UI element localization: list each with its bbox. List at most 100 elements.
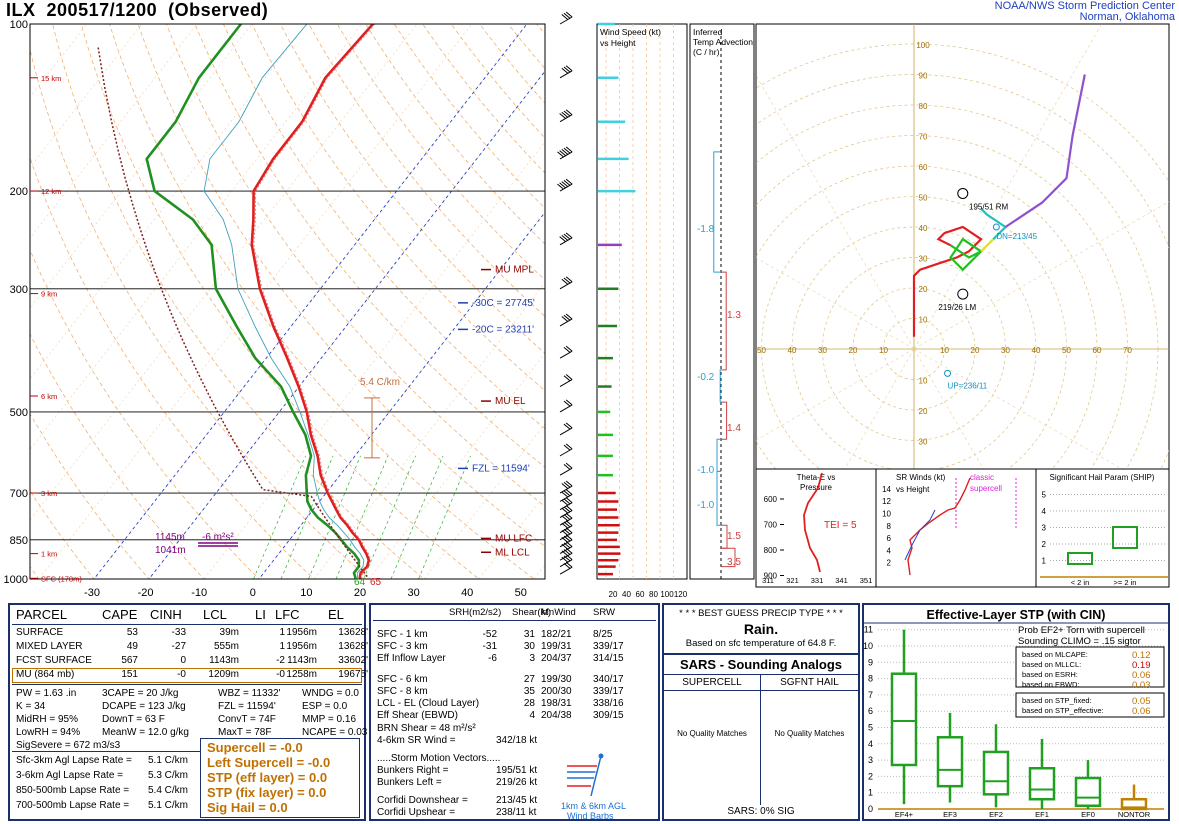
wind-barb: [559, 427, 573, 436]
height-label: 9 km: [41, 290, 57, 299]
barb-flag: [561, 67, 569, 74]
temperature-line: [250, 24, 374, 579]
parcel-cell: 13628': [338, 627, 368, 638]
kin-shear: 30: [523, 641, 535, 652]
ta-label: 3.5: [727, 557, 741, 568]
sars-col-supercell: SUPERCELL: [682, 677, 742, 688]
dn-marker: [992, 223, 1000, 231]
parcel-cell: -33: [171, 627, 186, 638]
storm-motion-title: .....Storm Motion Vectors.....: [377, 753, 501, 764]
srw-y-tick: 12: [882, 497, 891, 506]
barb-flag: [563, 66, 571, 73]
brn-shear: BRN Shear = 48 m²/s²: [377, 723, 476, 734]
barb-flag: [561, 491, 569, 498]
barb-flag: [561, 181, 569, 187]
hodo-spoke: [913, 24, 1102, 350]
mu-row-highlight: [12, 668, 362, 683]
sars-panel: SARS - Sounding Analogs SUPERCELL SGFNT …: [662, 653, 860, 821]
stp-box: [982, 750, 1010, 796]
index-col2: DCAPE = 123 J/kg: [102, 701, 186, 712]
ws-x-tick: 100: [660, 590, 674, 599]
parcel-cell: -0: [276, 669, 285, 680]
parcel-cell: 53: [126, 627, 138, 638]
label-ml-lcl: ML LCL: [495, 547, 530, 558]
stp-y-tick: 4: [868, 739, 873, 749]
hodo-0-3km: [912, 225, 983, 337]
wind-barb: [559, 494, 573, 502]
isotherm: [30, 24, 88, 98]
wind-barb: [559, 502, 573, 511]
index-col1: K = 34: [16, 701, 46, 712]
barb-flag: [563, 444, 571, 451]
stp-box: [1074, 776, 1102, 807]
mixing-ratio: [253, 455, 306, 579]
ta-bar: [716, 470, 721, 526]
kin-srh: -52: [482, 629, 497, 640]
pressure-tick: 100: [10, 19, 28, 31]
wind-barb: [559, 532, 573, 541]
ta-label: 1.5: [727, 531, 741, 542]
isotherm: [38, 24, 473, 579]
barb-flag: [563, 233, 571, 240]
mixing-ratio: [363, 455, 416, 579]
hodo-tick-e: 50: [1062, 346, 1071, 355]
srw-y-tick: 6: [887, 534, 892, 543]
barb-flag: [565, 11, 573, 18]
hodo-tick-e: 10: [940, 346, 949, 355]
ws-x-tick: 60: [636, 590, 645, 599]
ship-y-tick: 3: [1042, 524, 1047, 533]
sr46-label: 4-6km SR Wind =: [377, 735, 456, 746]
kin-srh: -6: [488, 653, 497, 664]
ship-y-tick: 1: [1042, 557, 1047, 566]
stp-y-tick: 3: [868, 755, 873, 765]
kin-header: Shear(kt): [512, 607, 552, 618]
stp-category: EF3: [943, 810, 957, 819]
ship-title: Significant Hail Param (SHIP): [1050, 473, 1155, 482]
hodo-tick-w: 50: [757, 346, 766, 355]
sfc-dewpoint-label: 64: [354, 577, 366, 588]
hodo-tick-n: 100: [916, 41, 930, 50]
hodo-tick-n: 10: [919, 316, 928, 325]
dry-adiabat: [194, 24, 545, 468]
sounding-title: ILX 200517/1200 (Observed): [6, 0, 268, 21]
rm-marker: [957, 187, 969, 199]
index-col4: WNDG = 0.0: [302, 688, 359, 699]
parcel-cell: 1143m: [287, 655, 317, 666]
srw-y-tick: 14: [882, 485, 891, 494]
isotherm: [30, 24, 253, 309]
temp-tick: -20: [138, 587, 154, 599]
hodo-6-9km: [980, 238, 995, 253]
ws-x-tick: 20: [609, 590, 618, 599]
parcel-cell: 555m: [213, 641, 239, 652]
parcel-cell: 49: [126, 641, 138, 652]
hodo-tick-s: 10: [919, 377, 928, 386]
stp-y-tick: 11: [864, 625, 873, 635]
stp-y-tick: 0: [868, 804, 873, 814]
composite-index: STP (eff layer) = 0.0: [207, 770, 328, 785]
rm-label: 195/51 RM: [969, 202, 1008, 211]
ta-bar: [713, 151, 721, 273]
dry-adiabat: [80, 24, 480, 579]
kin-row-label: Eff Inflow Layer: [377, 653, 446, 664]
sr46-value: 342/18 kt: [496, 735, 538, 746]
stp-category: NONTOR: [1118, 810, 1151, 819]
ws-x-tick: 40: [622, 590, 631, 599]
stp-prob-value: 0.19: [1132, 660, 1151, 671]
wind-barb: [559, 404, 573, 413]
wind-barb: [559, 467, 573, 476]
index-col2: DownT = 63 F: [102, 714, 165, 725]
barb-flag: [561, 499, 569, 506]
mixing-ratio: [418, 455, 471, 579]
barb-flag: [565, 505, 573, 511]
parcel-cell: 567: [121, 655, 138, 666]
barb-flag: [563, 490, 571, 497]
hodo-tick-s: 20: [919, 407, 928, 416]
ship-cat-1: < 2 in: [1071, 578, 1090, 587]
label-lapse-rate: 5.4 C/km: [360, 377, 400, 388]
hodo-tick-s: 30: [919, 438, 928, 447]
kin-header: MnWind: [541, 607, 576, 618]
te-title-2: Pressure: [800, 483, 833, 492]
lm-label: 219/26 LM: [938, 303, 976, 312]
organization: NOAA/NWS Storm Prediction Center Norman,…: [995, 1, 1175, 23]
